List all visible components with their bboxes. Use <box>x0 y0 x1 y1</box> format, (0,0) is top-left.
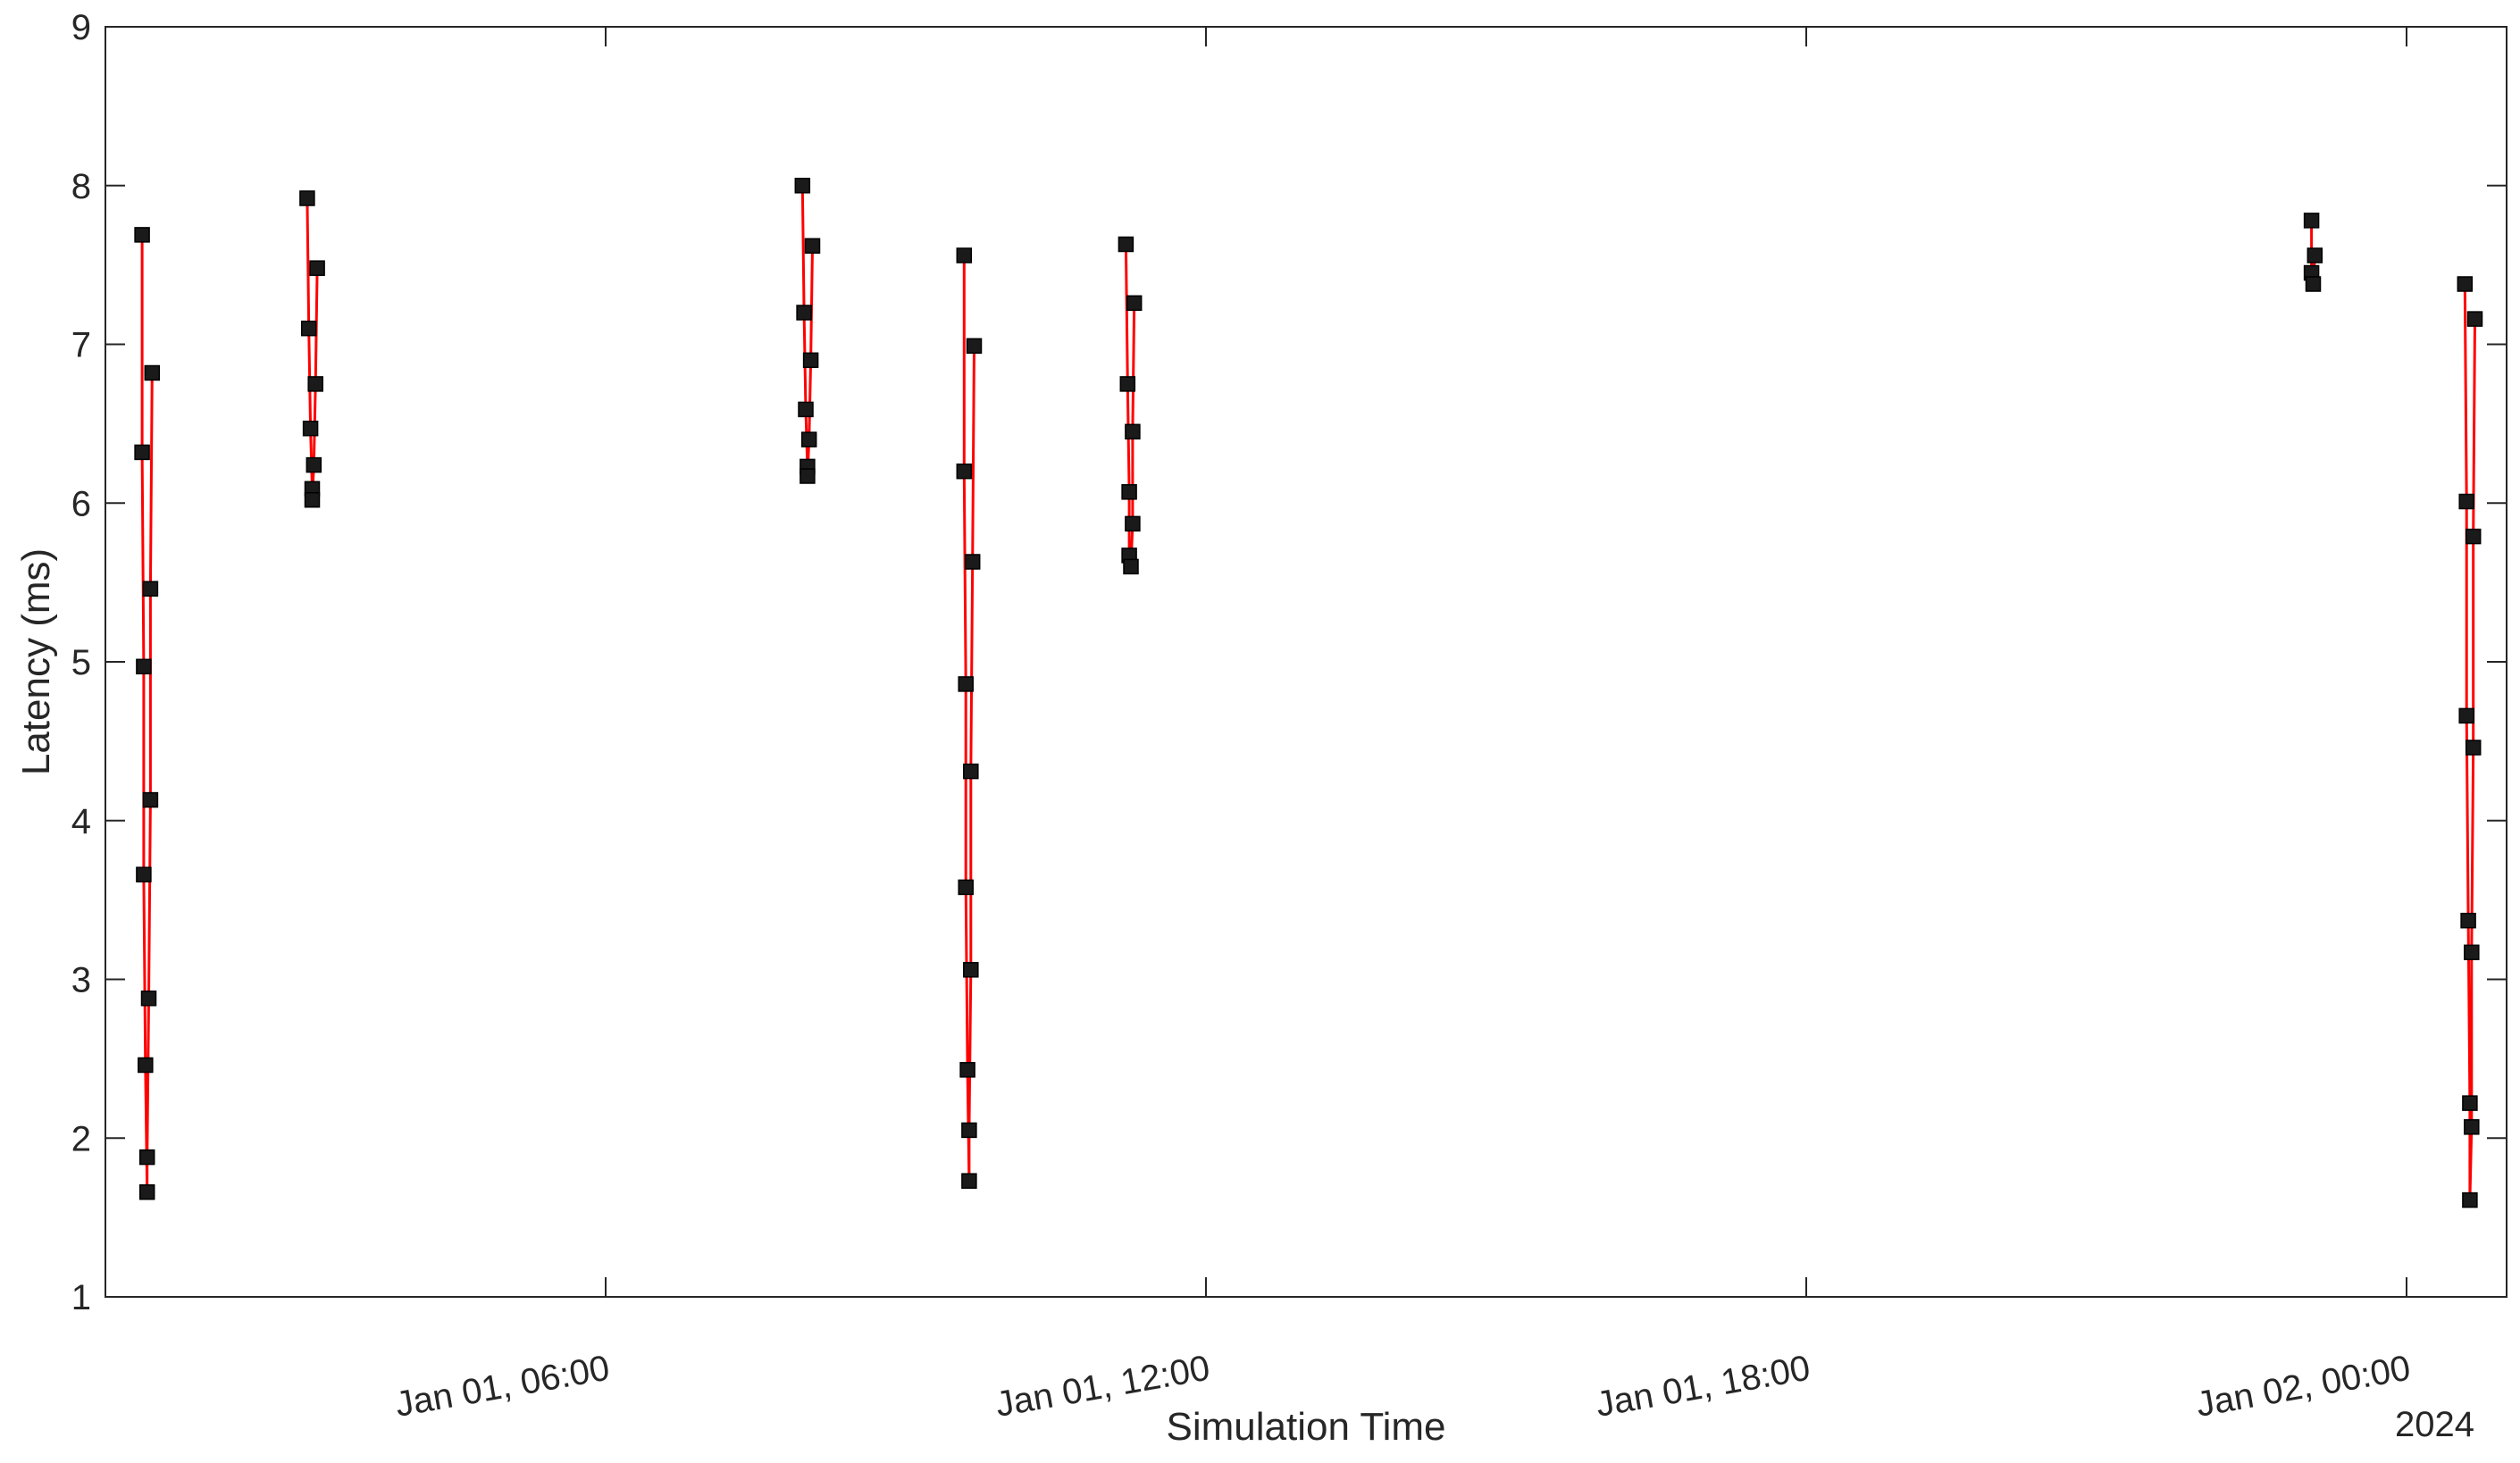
data-point-marker <box>140 991 157 1007</box>
data-point-marker <box>299 190 315 206</box>
x-axis-title: Simulation Time <box>1166 1405 1445 1449</box>
data-point-marker <box>1125 515 1141 532</box>
data-point-marker <box>2458 493 2474 510</box>
data-point-marker <box>1119 376 1136 392</box>
data-point-marker <box>302 420 319 437</box>
data-point-marker <box>1121 484 1137 500</box>
y-tick-label: 6 <box>71 484 91 523</box>
latency-series-markers <box>134 178 2483 1208</box>
data-point-marker <box>798 401 814 418</box>
data-point-marker <box>1125 423 1141 440</box>
x-axis-year-label: 2024 <box>2395 1405 2474 1444</box>
data-point-marker <box>956 247 973 263</box>
data-point-marker <box>138 1183 155 1200</box>
data-point-marker <box>138 1057 154 1074</box>
data-point-marker <box>2305 276 2322 292</box>
data-point-marker <box>2462 1095 2478 1111</box>
data-point-marker <box>2464 1119 2480 1135</box>
data-point-marker <box>2462 1191 2478 1208</box>
y-tick-label: 1 <box>71 1278 91 1317</box>
data-point-marker <box>138 1149 155 1166</box>
data-point-marker <box>963 962 979 978</box>
data-point-marker <box>964 554 981 570</box>
y-tick-label: 2 <box>71 1119 91 1158</box>
data-point-marker <box>2460 912 2476 929</box>
data-point-marker <box>142 791 159 808</box>
data-point-marker <box>961 1173 977 1189</box>
data-point-marker <box>134 227 150 243</box>
data-point-marker <box>2458 707 2474 724</box>
data-point-marker <box>2307 247 2323 263</box>
data-point-marker <box>1123 558 1139 575</box>
data-point-marker <box>958 879 974 896</box>
data-point-marker <box>800 468 816 484</box>
y-axis-title: Latency (ms) <box>14 548 58 775</box>
data-point-marker <box>966 338 983 355</box>
data-point-marker <box>2466 311 2483 327</box>
data-point-marker <box>142 581 159 597</box>
data-point-marker <box>309 260 325 276</box>
data-point-marker <box>794 178 811 194</box>
data-point-marker <box>2464 944 2480 961</box>
data-point-marker <box>306 456 322 473</box>
data-point-marker <box>796 305 812 321</box>
data-point-marker <box>1118 236 1134 253</box>
data-point-marker <box>2465 740 2482 756</box>
data-point-marker <box>300 320 317 337</box>
data-point-marker <box>804 238 821 255</box>
data-point-marker <box>304 491 321 508</box>
y-tick-label: 5 <box>71 643 91 682</box>
data-point-marker <box>963 763 979 780</box>
data-point-marker <box>2303 213 2320 229</box>
data-point-marker <box>134 444 150 461</box>
data-point-marker <box>956 463 973 480</box>
data-point-marker <box>802 352 819 369</box>
y-tick-label: 7 <box>71 326 91 365</box>
data-point-marker <box>961 1122 977 1139</box>
data-point-marker <box>800 431 817 447</box>
data-point-marker <box>959 1062 975 1078</box>
y-tick-label: 8 <box>71 167 91 206</box>
data-point-marker <box>2457 276 2474 292</box>
data-point-marker <box>136 658 152 675</box>
data-point-marker <box>958 676 974 692</box>
y-axis-ticks: 1 2 3 4 5 6 7 8 9 <box>71 8 2507 1317</box>
data-point-marker <box>2465 528 2482 545</box>
y-tick-label: 9 <box>71 8 91 47</box>
y-tick-label: 4 <box>71 802 91 841</box>
data-point-marker <box>136 866 152 882</box>
data-point-marker <box>1126 295 1143 312</box>
y-tick-label: 3 <box>71 961 91 1000</box>
data-point-marker <box>144 364 161 381</box>
data-point-marker <box>307 376 323 392</box>
plot-area-frame <box>105 26 2507 1298</box>
